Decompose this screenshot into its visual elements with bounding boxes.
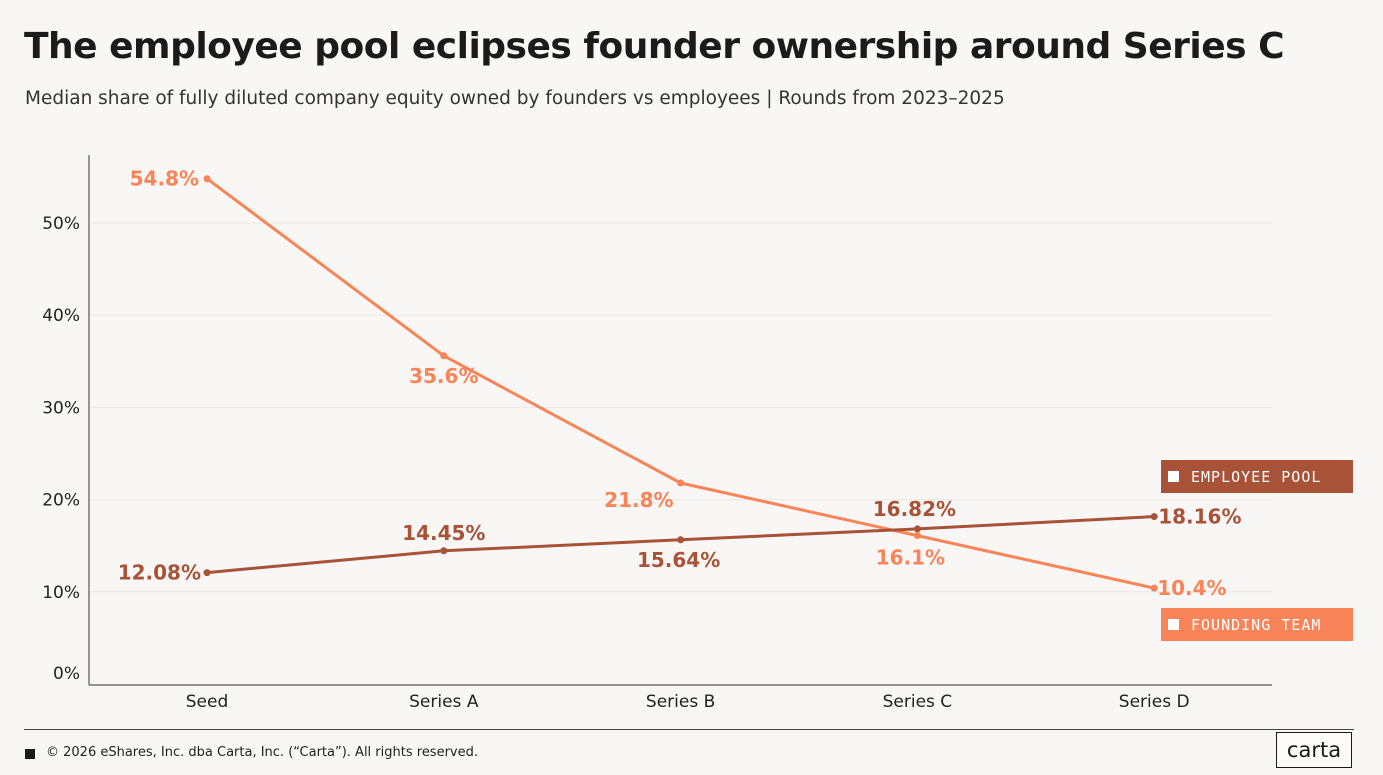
data-point [203, 569, 211, 577]
data-point [913, 532, 921, 540]
footer-divider [24, 729, 1354, 730]
y-tick-label: 50% [42, 214, 80, 234]
data-point [677, 479, 685, 487]
data-label: 12.08% [118, 561, 201, 585]
chart-title: The employee pool eclipses founder owner… [24, 26, 1285, 67]
data-point [913, 525, 921, 533]
data-point [440, 547, 448, 555]
chart-subtitle: Median share of fully diluted company eq… [25, 88, 1005, 109]
legend-swatch [1168, 471, 1179, 482]
x-tick-label: Series A [409, 692, 479, 712]
data-point [677, 536, 685, 544]
copyright-text: © 2026 eShares, Inc. dba Carta, Inc. (“C… [46, 745, 479, 760]
y-tick-label: 10% [42, 583, 80, 603]
data-label: 18.16% [1158, 505, 1241, 529]
y-tick-label: 40% [42, 306, 80, 326]
y-tick-label: 30% [42, 398, 80, 418]
x-tick-label: Series D [1119, 692, 1190, 712]
carta-logo[interactable]: carta [1276, 732, 1352, 768]
data-label: 15.64% [637, 548, 720, 572]
series-line-founding-team [206, 177, 1155, 590]
legend-label: FOUNDING TEAM [1191, 615, 1322, 634]
data-label: 16.82% [873, 497, 956, 521]
data-point [440, 352, 448, 360]
data-point [203, 175, 211, 183]
data-label: 10.4% [1157, 576, 1226, 600]
data-label: 54.8% [130, 167, 199, 191]
footer-bullet [25, 749, 35, 759]
data-point [1150, 584, 1158, 592]
data-label: 14.45% [402, 521, 485, 545]
y-tick-label: 0% [53, 664, 80, 684]
x-tick-label: Seed [186, 692, 229, 712]
legend-swatch [1168, 619, 1179, 630]
x-tick-label: Series B [646, 692, 715, 712]
legend-founding-team: FOUNDING TEAM [1161, 608, 1353, 641]
data-label: 35.6% [409, 364, 478, 388]
x-tick-label: Series C [883, 692, 953, 712]
data-label: 16.1% [876, 546, 945, 570]
data-point [1150, 513, 1158, 521]
legend-label: EMPLOYEE POOL [1191, 467, 1322, 486]
legend-employee-pool: EMPLOYEE POOL [1161, 460, 1353, 493]
data-label: 21.8% [604, 488, 673, 512]
y-tick-label: 20% [42, 491, 80, 511]
